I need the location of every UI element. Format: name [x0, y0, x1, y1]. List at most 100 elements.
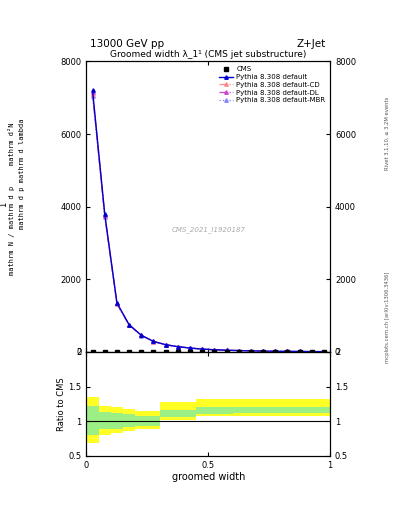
Pythia 8.308 default-CD [175, 344, 180, 350]
CMS [90, 349, 95, 355]
Pythia 8.308 default [127, 322, 132, 328]
Pythia 8.308 default-CD [298, 349, 302, 355]
Pythia 8.308 default-MBR [188, 345, 193, 351]
Pythia 8.308 default-DL [212, 347, 217, 353]
Pythia 8.308 default-CD [249, 348, 253, 354]
CMS [285, 349, 290, 355]
CMS [273, 349, 278, 355]
Pythia 8.308 default-MBR [249, 348, 253, 354]
Pythia 8.308 default-MBR [163, 342, 168, 348]
Legend: CMS, Pythia 8.308 default, Pythia 8.308 default-CD, Pythia 8.308 default-DL, Pyt: CMS, Pythia 8.308 default, Pythia 8.308 … [218, 65, 327, 104]
Pythia 8.308 default-DL [200, 346, 205, 352]
Pythia 8.308 default-CD [261, 348, 266, 354]
Text: Rivet 3.1.10, ≥ 3.2M events: Rivet 3.1.10, ≥ 3.2M events [385, 96, 389, 170]
Text: mathrm N / mathrm d p: mathrm N / mathrm d p [9, 186, 15, 275]
Pythia 8.308 default-CD [212, 347, 217, 353]
CMS [151, 349, 156, 355]
CMS [261, 349, 266, 355]
Pythia 8.308 default-MBR [127, 322, 132, 328]
Pythia 8.308 default [151, 338, 156, 345]
Y-axis label: Ratio to CMS: Ratio to CMS [57, 377, 66, 431]
Text: Z+Jet: Z+Jet [297, 38, 326, 49]
CMS [127, 349, 132, 355]
X-axis label: groomed width: groomed width [172, 472, 245, 482]
Pythia 8.308 default-CD [200, 346, 205, 352]
Text: 13000 GeV pp: 13000 GeV pp [90, 38, 165, 49]
Line: CMS: CMS [91, 350, 326, 353]
Pythia 8.308 default-MBR [151, 338, 156, 345]
Pythia 8.308 default [237, 348, 241, 354]
Pythia 8.308 default-MBR [90, 93, 95, 99]
Pythia 8.308 default-MBR [322, 349, 327, 355]
Pythia 8.308 default-MBR [175, 344, 180, 350]
Line: Pythia 8.308 default: Pythia 8.308 default [91, 89, 326, 353]
Pythia 8.308 default-CD [115, 301, 119, 307]
CMS [200, 349, 205, 355]
Pythia 8.308 default [261, 348, 266, 354]
Pythia 8.308 default-CD [273, 348, 278, 354]
Title: Groomed width λ_1¹ (CMS jet substructure): Groomed width λ_1¹ (CMS jet substructure… [110, 50, 307, 59]
Pythia 8.308 default-CD [310, 349, 314, 355]
Text: 1: 1 [0, 202, 8, 207]
Pythia 8.308 default-CD [163, 342, 168, 348]
Pythia 8.308 default-MBR [115, 301, 119, 307]
Pythia 8.308 default [90, 88, 95, 94]
Line: Pythia 8.308 default-DL: Pythia 8.308 default-DL [91, 91, 326, 353]
CMS [224, 349, 229, 355]
Pythia 8.308 default-CD [102, 212, 107, 219]
Pythia 8.308 default [163, 342, 168, 348]
Pythia 8.308 default-CD [188, 345, 193, 351]
Pythia 8.308 default [285, 348, 290, 354]
Pythia 8.308 default-CD [127, 322, 132, 328]
Pythia 8.308 default-DL [151, 338, 156, 345]
Pythia 8.308 default-CD [151, 338, 156, 345]
Pythia 8.308 default [298, 348, 302, 354]
Pythia 8.308 default [102, 211, 107, 217]
Pythia 8.308 default-MBR [310, 349, 314, 355]
Pythia 8.308 default [212, 347, 217, 353]
CMS [139, 349, 144, 355]
Pythia 8.308 default-MBR [212, 347, 217, 353]
Pythia 8.308 default-DL [139, 332, 144, 338]
Pythia 8.308 default-MBR [298, 349, 302, 355]
Pythia 8.308 default-DL [285, 348, 290, 354]
Pythia 8.308 default-DL [261, 348, 266, 354]
Pythia 8.308 default-CD [237, 348, 241, 354]
Pythia 8.308 default [310, 349, 314, 355]
Pythia 8.308 default-DL [90, 89, 95, 95]
Line: Pythia 8.308 default-MBR: Pythia 8.308 default-MBR [91, 94, 326, 353]
Pythia 8.308 default-DL [273, 348, 278, 354]
Line: Pythia 8.308 default-CD: Pythia 8.308 default-CD [91, 92, 326, 353]
Pythia 8.308 default-MBR [139, 332, 144, 338]
Pythia 8.308 default-MBR [224, 347, 229, 353]
Pythia 8.308 default [322, 349, 327, 355]
Pythia 8.308 default [115, 300, 119, 306]
Pythia 8.308 default-DL [127, 322, 132, 328]
CMS [310, 349, 314, 355]
Pythia 8.308 default-DL [175, 344, 180, 350]
Pythia 8.308 default-DL [163, 342, 168, 348]
Pythia 8.308 default [273, 348, 278, 354]
CMS [163, 349, 168, 355]
CMS [175, 349, 180, 355]
CMS [102, 349, 107, 355]
CMS [322, 349, 327, 355]
Pythia 8.308 default-DL [322, 349, 327, 355]
Pythia 8.308 default-MBR [285, 348, 290, 354]
CMS [237, 349, 241, 355]
Pythia 8.308 default-CD [139, 332, 144, 338]
Text: mcplots.cern.ch [arXiv:1306.3436]: mcplots.cern.ch [arXiv:1306.3436] [385, 272, 389, 363]
Pythia 8.308 default-DL [102, 212, 107, 218]
Pythia 8.308 default-CD [285, 348, 290, 354]
Text: CMS_2021_I1920187: CMS_2021_I1920187 [171, 226, 245, 233]
Pythia 8.308 default-MBR [237, 348, 241, 354]
Pythia 8.308 default-CD [322, 349, 327, 355]
Pythia 8.308 default-DL [224, 347, 229, 353]
Text: mathrm d p mathrm d lambda: mathrm d p mathrm d lambda [18, 119, 25, 229]
Pythia 8.308 default-DL [115, 300, 119, 306]
Pythia 8.308 default [139, 332, 144, 338]
Pythia 8.308 default [175, 344, 180, 350]
Pythia 8.308 default-MBR [261, 348, 266, 354]
Pythia 8.308 default [188, 345, 193, 351]
Pythia 8.308 default-CD [90, 91, 95, 97]
